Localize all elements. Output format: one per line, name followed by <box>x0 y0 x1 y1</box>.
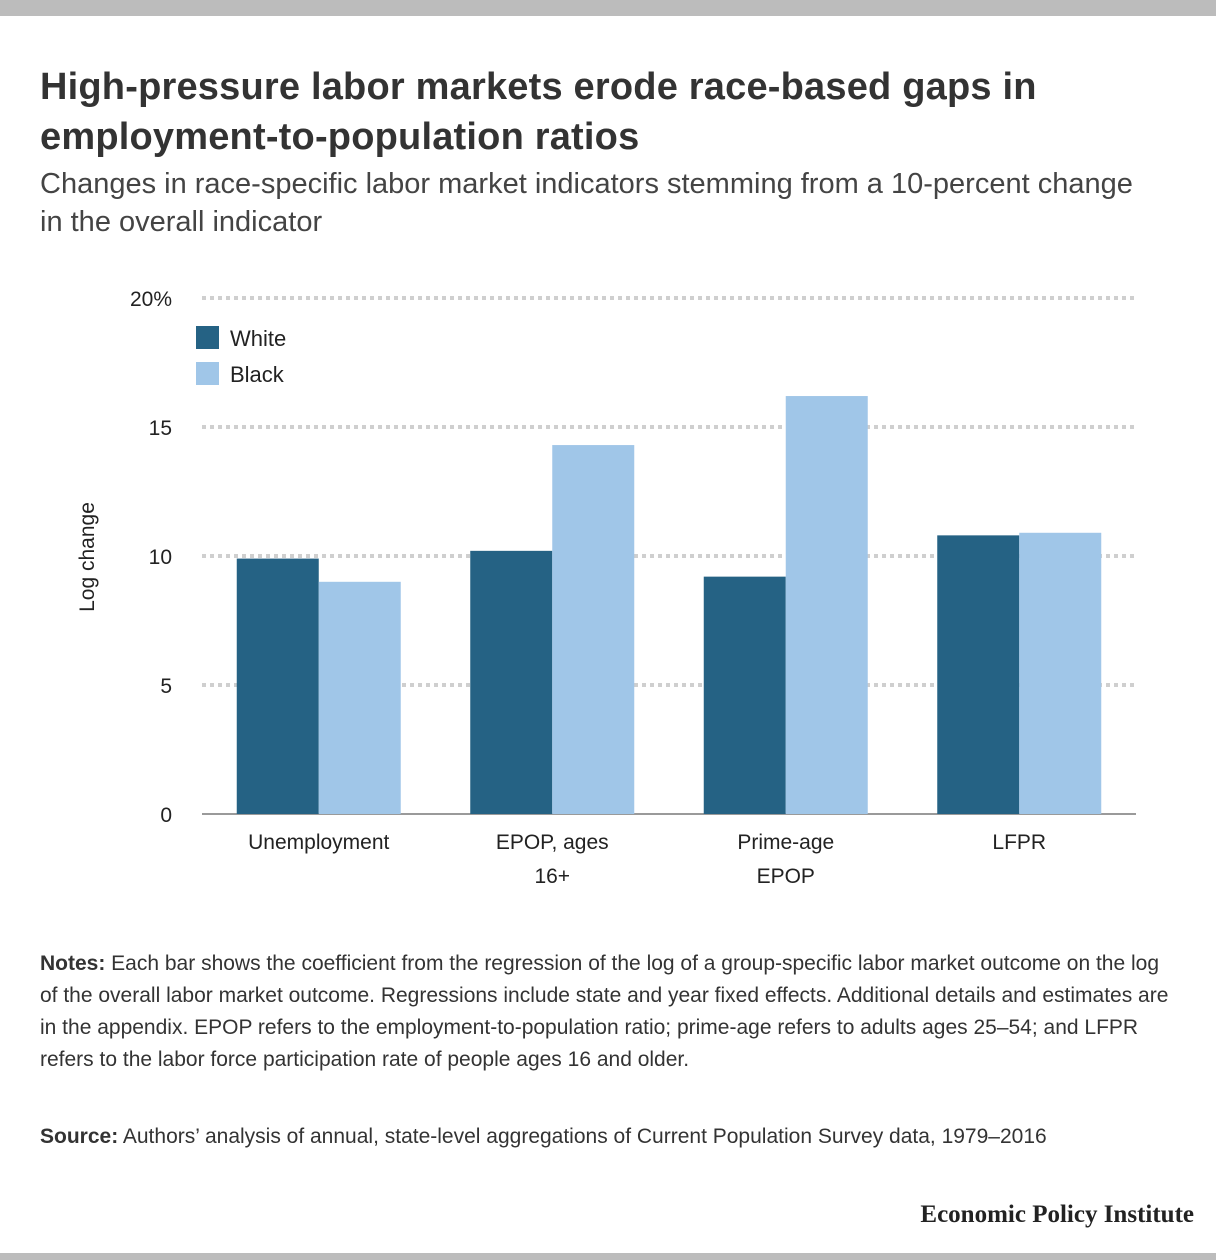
bar-white-1 <box>470 550 553 814</box>
x-tick-label: EPOP, ages <box>496 831 609 854</box>
legend-label-white: White <box>230 326 286 351</box>
legend-swatch-white <box>196 326 219 349</box>
bar-chart: 0 5 10 15 20% Unemployment EPOP, ages 16+ Prime… <box>76 288 1136 888</box>
y-axis-title: Log change <box>76 502 99 612</box>
x-tick-label: Prime-age <box>737 831 834 854</box>
x-tick-label: EPOP <box>757 865 815 888</box>
y-tick-label: 15 <box>149 417 172 440</box>
brand-logo: Economic Policy Institute <box>920 1201 1194 1228</box>
chart-source: Source: Authors’ analysis of annual, sta… <box>40 1121 1170 1153</box>
bar-black-3 <box>1019 532 1102 814</box>
bottom-border-bar <box>0 1253 1216 1260</box>
y-tick-label: 5 <box>160 675 172 698</box>
bar-black-1 <box>552 445 635 814</box>
chart-title: High-pressure labor markets erode race-b… <box>40 66 1037 158</box>
legend-swatch-black <box>196 362 219 385</box>
notes-text: Each bar shows the coefficient from the … <box>40 952 1169 1071</box>
source-text: Authors’ analysis of annual, state-level… <box>118 1125 1047 1148</box>
x-tick-labels: Unemployment EPOP, ages 16+ Prime-age EPOP LF… <box>248 831 1046 888</box>
bars <box>236 396 1102 814</box>
bar-white-0 <box>236 558 319 814</box>
top-border-bar <box>0 0 1216 16</box>
notes-label: Notes: <box>40 952 106 975</box>
y-tick-labels: 0 5 10 15 20% <box>130 288 172 827</box>
y-tick-label: 10 <box>149 546 172 569</box>
chart-notes: Notes: Each bar shows the coefficient fr… <box>40 948 1170 1076</box>
chart-subtitle: Changes in race-specific labor market in… <box>40 168 1133 238</box>
bar-black-0 <box>318 581 401 814</box>
y-tick-label: 20% <box>130 288 172 311</box>
bar-white-3 <box>937 535 1020 814</box>
x-tick-label: LFPR <box>992 831 1046 854</box>
source-label: Source: <box>40 1125 119 1148</box>
bar-white-2 <box>703 576 786 814</box>
legend: White Black <box>196 326 286 387</box>
x-tick-label: Unemployment <box>248 831 389 854</box>
legend-label-black: Black <box>230 362 285 387</box>
bar-black-2 <box>785 396 868 814</box>
y-tick-label: 0 <box>160 804 172 827</box>
x-tick-label: 16+ <box>534 865 570 888</box>
